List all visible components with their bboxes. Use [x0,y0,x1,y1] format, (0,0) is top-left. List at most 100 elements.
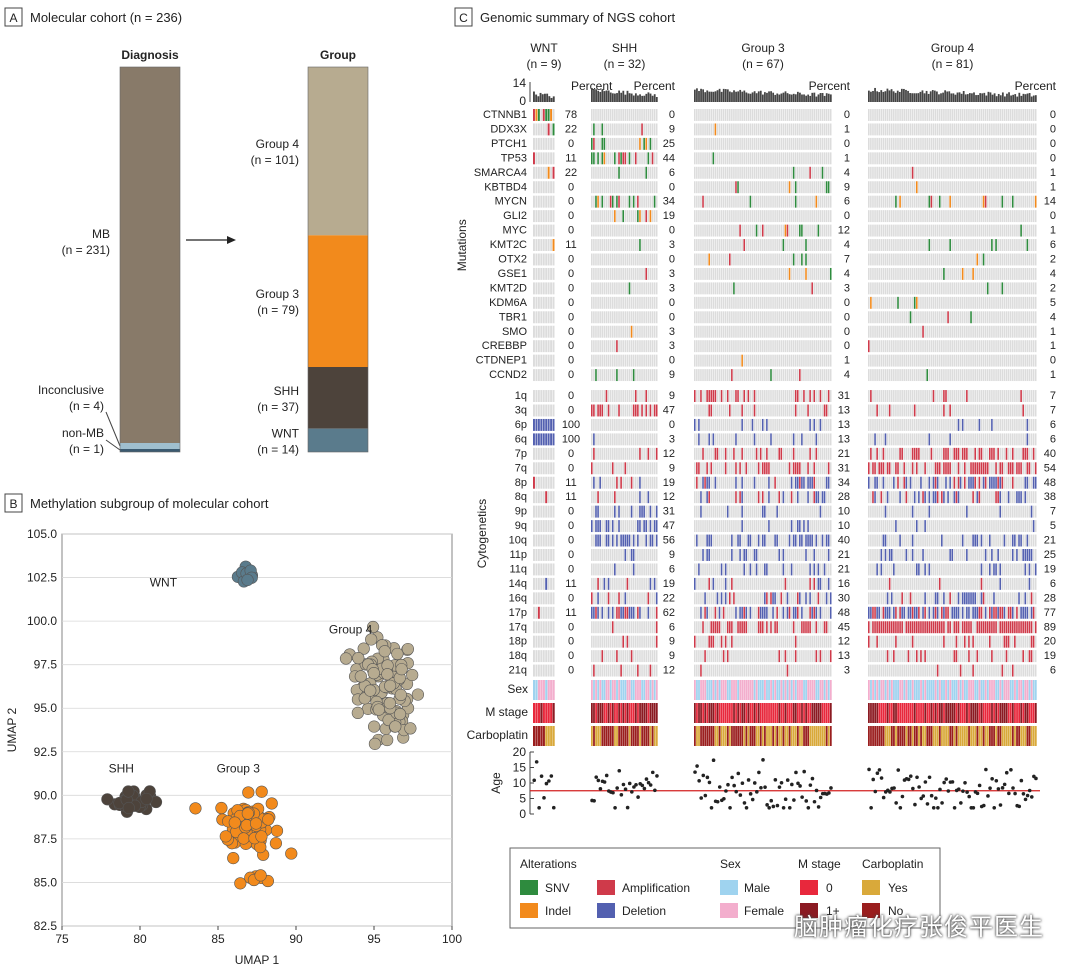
onco-cell [639,282,641,295]
onco-cell [809,239,811,251]
onco-cell [821,137,824,150]
onco-cell [970,340,972,353]
onco-cell [653,369,656,382]
onco-cell [811,340,813,353]
onco-cell [926,239,929,251]
onco-cell [880,354,883,367]
tmb-bar [989,92,992,102]
onco-cell [698,195,700,208]
onco-cell [745,224,748,237]
onco-cell [905,123,908,136]
onco-cell [995,137,997,150]
onco-cell [607,109,610,121]
group-count-label: (n = 79) [257,303,299,317]
onco-cell [724,390,727,403]
onco-cell [1001,123,1004,136]
tmb-bar [739,89,742,102]
row-label: CTNNB1 [483,109,527,121]
onco-cell [796,369,799,382]
onco-cell [778,166,781,179]
onco-cell [893,325,895,338]
onco-cell [957,369,960,382]
onco-cell [976,267,979,280]
y-tick-label: 82.5 [34,919,58,933]
tmb-bar [999,95,1002,102]
onco-cell [634,267,637,280]
onco-cell [872,354,874,367]
onco-cell [920,181,922,194]
onco-cell [733,369,735,382]
onco-cell [766,152,768,165]
tmb-bar [923,93,926,102]
onco-cell [726,239,729,251]
onco-cell [607,325,610,338]
onco-cell [899,390,901,403]
onco-cell [792,123,795,136]
onco-cell [641,267,643,280]
onco-cell [741,404,743,417]
onco-cell [968,369,970,382]
onco-cell [614,418,616,431]
onco-cell [949,181,951,194]
onco-cell [809,195,811,208]
scatter-point-shh [140,792,153,806]
onco-cell [903,152,906,165]
onco-cell [1022,296,1024,309]
onco-cell [868,210,870,223]
onco-cell [700,224,702,237]
onco-cell [945,282,947,295]
row-percent: 22 [565,167,577,179]
onco-cell [737,267,739,280]
onco-cell [694,325,696,338]
onco-cell [972,224,974,237]
onco-cell [696,267,698,280]
onco-cell [1028,354,1031,367]
onco-cell [634,390,637,403]
onco-cell [637,253,639,266]
onco-cell [761,267,764,280]
onco-cell [813,267,816,280]
onco-cell [733,239,735,251]
onco-cell [651,354,654,367]
onco-cell [911,282,914,295]
onco-cell [761,404,764,417]
row-percent: 6 [1050,433,1056,445]
onco-cell [955,390,958,403]
onco-cell [899,224,901,237]
onco-cell [540,447,543,460]
onco-cell [823,224,826,237]
onco-cell [620,181,622,194]
onco-cell [753,137,756,150]
onco-cell [807,433,809,446]
row-percent: 14 [1044,196,1056,208]
onco-cell [972,166,974,179]
onco-cell [947,369,949,382]
onco-cell [768,123,770,136]
onco-cell [811,152,813,165]
onco-cell [792,137,795,150]
onco-cell [905,267,908,280]
onco-cell [817,418,820,431]
onco-cell [535,181,538,194]
onco-cell [907,137,910,150]
onco-cell [731,109,733,121]
onco-cell [704,267,706,280]
onco-cell [801,433,803,446]
onco-cell [591,152,593,165]
onco-cell [724,152,727,165]
onco-cell [632,224,635,237]
onco-cell [813,195,816,208]
onco-cell [980,390,983,403]
onco-cell [884,181,887,194]
onco-cell [599,282,601,295]
onco-cell [997,181,999,194]
onco-cell [547,109,550,121]
tmb-bar [905,89,907,102]
onco-cell [739,369,741,382]
onco-cell [972,404,974,417]
onco-cell [872,311,874,324]
onco-cell [759,166,762,179]
tmb-bar [616,93,618,102]
onco-cell [790,195,793,208]
onco-cell [997,325,999,338]
